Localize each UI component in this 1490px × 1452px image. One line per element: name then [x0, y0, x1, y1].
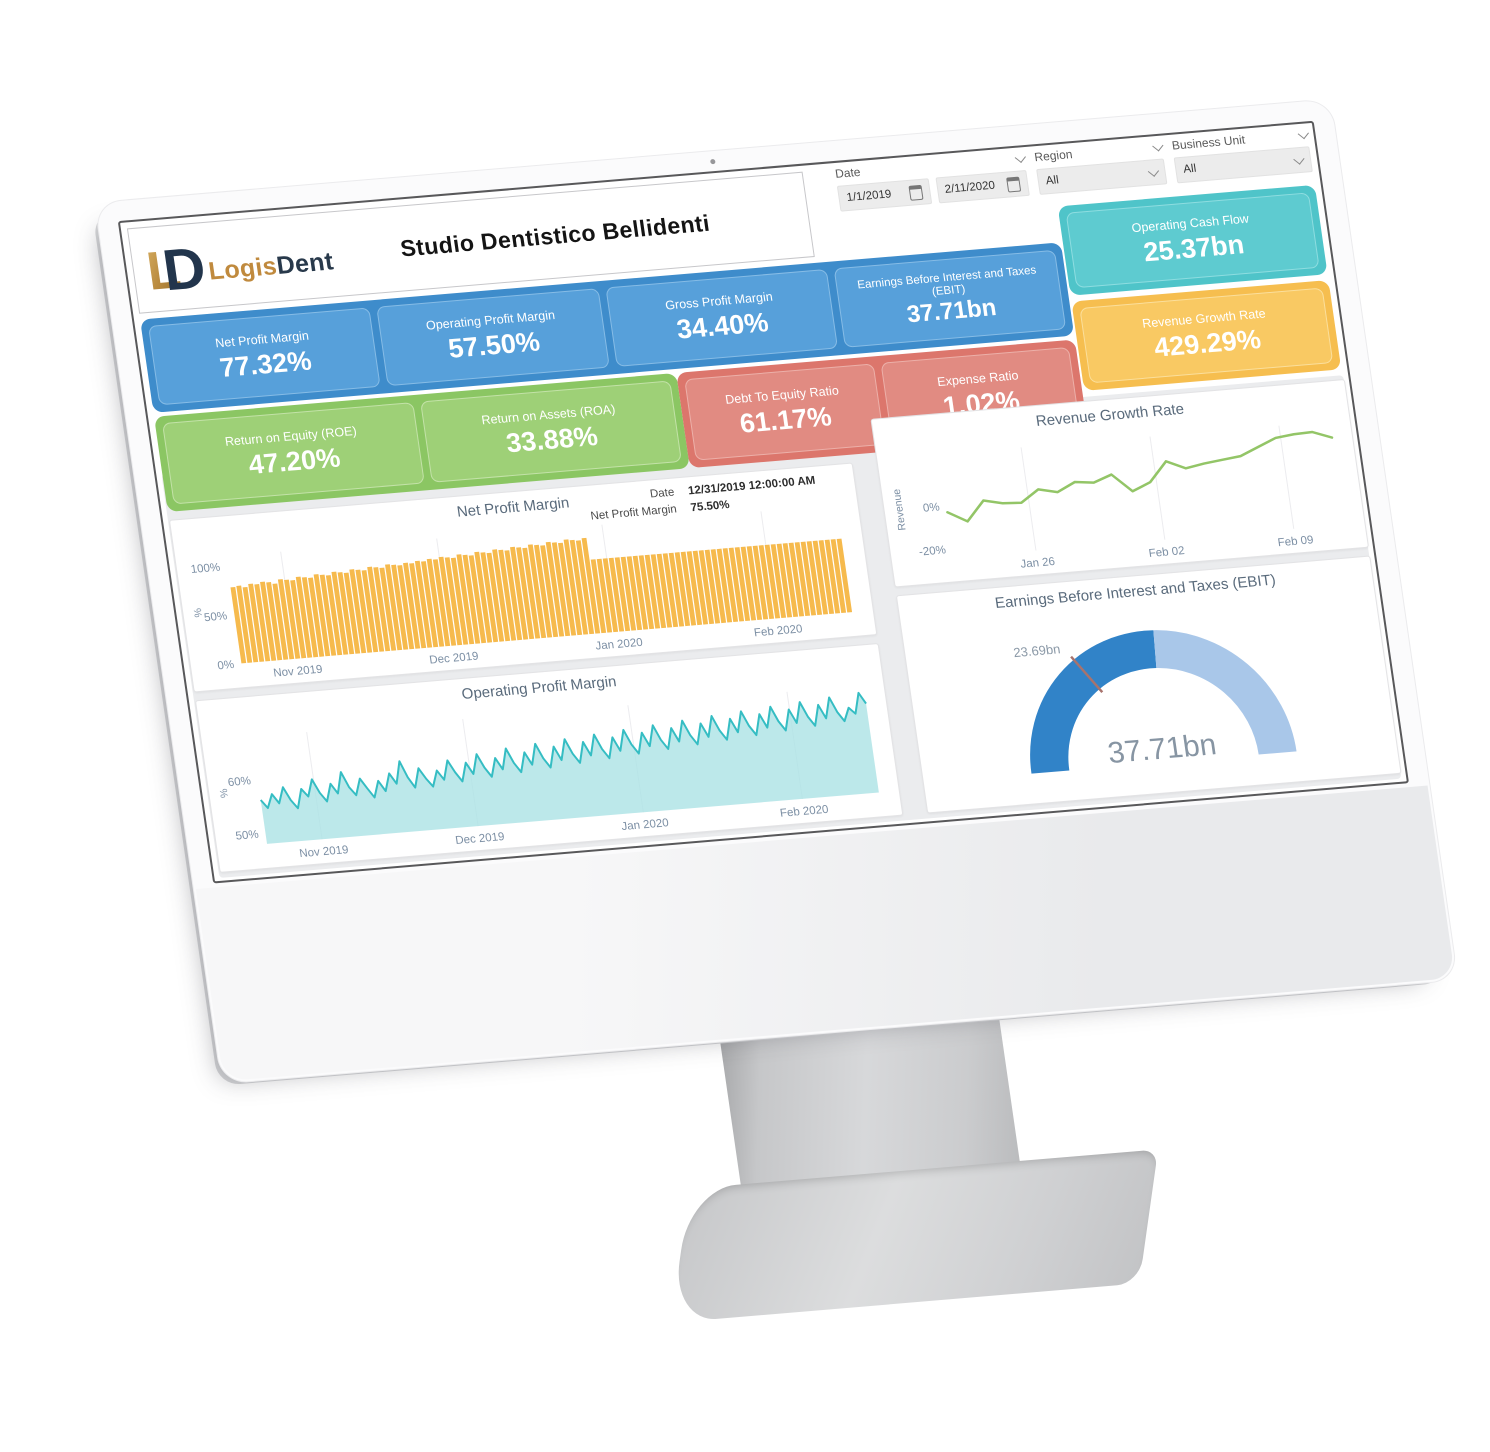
kpi-revenue-growth-rate[interactable]: Revenue Growth Rate 429.29%	[1079, 287, 1334, 384]
svg-text:%: %	[192, 608, 205, 618]
region-slicer: Region All	[1033, 138, 1169, 204]
kpi-operating-profit-margin[interactable]: Operating Profit Margin 57.50%	[376, 288, 610, 387]
net-profit-margin-chart-card[interactable]: Net Profit Margin Date 12/31/2019 12:00:0…	[168, 462, 878, 693]
ebit-gauge-plot[interactable]: 23.69bn 37.71bn	[905, 587, 1396, 810]
scene: L D LogisDent Studio Dentistico Belliden…	[117, 120, 1456, 1323]
kpi-ebit[interactable]: Earnings Before Interest and Taxes (EBIT…	[833, 249, 1067, 348]
svg-text:Feb 2020: Feb 2020	[779, 804, 829, 820]
svg-text:Feb 02: Feb 02	[1148, 545, 1185, 560]
date-slicer-label: Date	[834, 164, 862, 181]
business-unit-slicer-label: Business Unit	[1170, 132, 1247, 153]
kpi-return-on-equity[interactable]: Return on Equity (ROE) 47.20%	[162, 402, 425, 505]
revenue-growth-rate-chart-card[interactable]: Revenue Growth Rate Jan 26 Feb 02 Feb 09 0%…	[870, 379, 1370, 588]
kpi-net-profit-margin[interactable]: Net Profit Margin 77.32%	[148, 307, 381, 406]
webcam-dot	[709, 158, 716, 165]
chevron-down-icon[interactable]	[1297, 127, 1309, 139]
business-unit-value: All	[1182, 162, 1198, 176]
svg-text:23.69bn: 23.69bn	[1012, 641, 1061, 660]
svg-text:-20%: -20%	[918, 544, 946, 558]
date-end-value: 2/11/2020	[943, 179, 996, 196]
brand-name: LogisDent	[207, 247, 336, 286]
kpi-value: 25.37bn	[1141, 228, 1246, 267]
svg-text:Jan 2020: Jan 2020	[621, 817, 670, 833]
svg-text:60%: 60%	[227, 775, 252, 789]
kpi-value: 33.88%	[504, 420, 600, 458]
operating-profit-margin-area-plot[interactable]: Nov 2019 Dec 2019 Jan 2020 Feb 2020 60% 50%%	[204, 674, 898, 869]
kpi-value: 77.32%	[217, 345, 314, 383]
operating-profit-margin-chart-card[interactable]: Operating Profit Margin Nov 2019 Dec 2019…	[194, 642, 904, 873]
tooltip-date-label: Date	[649, 486, 676, 501]
svg-text:%: %	[218, 788, 231, 798]
kpi-value: 429.29%	[1152, 323, 1263, 363]
logisdent-logo: L D LogisDent	[130, 226, 337, 300]
ebit-gauge-card[interactable]: Earnings Before Interest and Taxes (EBIT…	[895, 555, 1402, 814]
monitor-screen: L D LogisDent Studio Dentistico Belliden…	[117, 120, 1410, 884]
kpi-value: 34.40%	[674, 306, 771, 345]
page-title: Studio Dentistico Bellidenti	[398, 209, 712, 261]
kpi-value: 57.50%	[446, 326, 542, 364]
region-slicer-label: Region	[1033, 147, 1074, 165]
kpi-debt-to-equity[interactable]: Debt To Equity Ratio 61.17%	[684, 363, 885, 461]
svg-text:50%: 50%	[203, 610, 228, 624]
kpi-return-on-assets[interactable]: Return on Assets (ROA) 33.88%	[419, 380, 682, 483]
svg-text:Nov 2019: Nov 2019	[299, 844, 350, 860]
chevron-down-icon[interactable]	[1014, 151, 1026, 163]
kpi-gross-profit-margin[interactable]: Gross Profit Margin 34.40%	[604, 269, 838, 367]
brand-second: Dent	[274, 246, 336, 280]
date-end-input[interactable]: 2/11/2020	[934, 169, 1030, 204]
kpi-value: 37.71bn	[905, 294, 999, 329]
dashboard-canvas: L D LogisDent Studio Dentistico Belliden…	[120, 123, 1407, 881]
svg-text:37.71bn: 37.71bn	[1106, 728, 1219, 770]
date-slicer: Date 1/1/2019 2/11/2020	[834, 149, 1031, 220]
yellow-kpi-panel: Revenue Growth Rate 429.29%	[1071, 280, 1342, 391]
svg-text:Feb 2020: Feb 2020	[753, 623, 803, 639]
monitor-frame: L D LogisDent Studio Dentistico Belliden…	[95, 99, 1458, 1084]
date-start-value: 1/1/2019	[845, 188, 893, 205]
net-profit-margin-bar-plot[interactable]: Nov 2019 Dec 2019 Jan 2020 Feb 2020 100% 50% 0…	[178, 494, 872, 689]
revenue-growth-rate-line-plot[interactable]: Jan 26 Feb 02 Feb 09 0% -20% Revenue	[880, 410, 1364, 584]
kpi-value: 61.17%	[737, 400, 834, 439]
svg-text:Nov 2019: Nov 2019	[273, 664, 324, 680]
svg-text:50%: 50%	[235, 829, 260, 843]
svg-text:0%: 0%	[217, 659, 235, 672]
kpi-value: 47.20%	[246, 442, 343, 480]
svg-text:D: D	[159, 236, 208, 298]
svg-text:Revenue: Revenue	[891, 488, 909, 531]
chevron-down-icon[interactable]	[1152, 139, 1164, 151]
calendar-icon[interactable]	[1006, 176, 1022, 193]
chevron-down-icon[interactable]	[1293, 152, 1305, 165]
svg-text:Jan 2020: Jan 2020	[595, 637, 644, 653]
svg-text:Feb 09: Feb 09	[1277, 534, 1314, 549]
region-value: All	[1045, 174, 1060, 188]
kpi-operating-cash-flow[interactable]: Operating Cash Flow 25.37bn	[1065, 192, 1320, 289]
brand-first: Logis	[206, 251, 279, 286]
svg-text:Dec 2019: Dec 2019	[455, 831, 506, 847]
teal-kpi-panel: Operating Cash Flow 25.37bn	[1057, 184, 1328, 296]
dashboard-header: L D LogisDent Studio Dentistico Belliden…	[126, 171, 815, 314]
svg-text:100%: 100%	[190, 562, 221, 576]
imac-monitor: L D LogisDent Studio Dentistico Belliden…	[95, 99, 1490, 1452]
chevron-down-icon[interactable]	[1147, 165, 1160, 177]
business-unit-slicer: Business Unit All	[1171, 125, 1315, 192]
calendar-icon[interactable]	[907, 184, 923, 201]
logisdent-monogram-icon: L D	[143, 236, 208, 298]
svg-text:0%: 0%	[922, 501, 940, 514]
svg-text:Jan 26: Jan 26	[1020, 556, 1056, 571]
date-start-input[interactable]: 1/1/2019	[836, 178, 932, 212]
svg-text:Dec 2019: Dec 2019	[429, 651, 480, 667]
